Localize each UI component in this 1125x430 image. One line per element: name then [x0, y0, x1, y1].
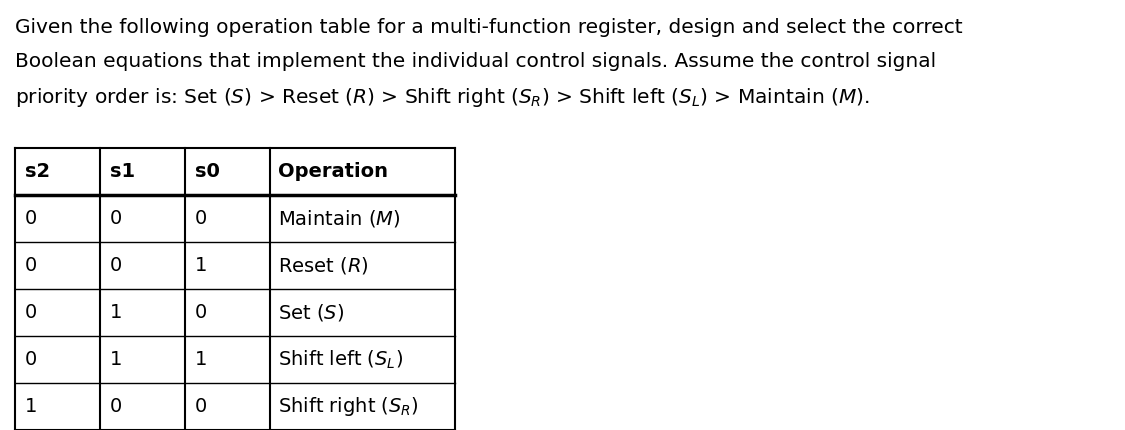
- Text: s1: s1: [110, 162, 135, 181]
- Text: 0: 0: [110, 256, 123, 275]
- Text: Shift right ($S_R$): Shift right ($S_R$): [278, 395, 418, 418]
- Text: s2: s2: [25, 162, 51, 181]
- Text: 0: 0: [25, 350, 37, 369]
- Text: Shift left ($S_L$): Shift left ($S_L$): [278, 348, 403, 371]
- Text: 0: 0: [25, 209, 37, 228]
- Text: priority order is: Set ($\mathit{S}$) > Reset ($\mathit{R}$) > Shift right ($S_R: priority order is: Set ($\mathit{S}$) > …: [15, 86, 870, 109]
- Text: 0: 0: [195, 397, 207, 416]
- Text: 1: 1: [110, 350, 123, 369]
- Text: Given the following operation table for a multi-function register, design and se: Given the following operation table for …: [15, 18, 963, 37]
- Text: Reset ($\mathit{R}$): Reset ($\mathit{R}$): [278, 255, 369, 276]
- Text: 0: 0: [195, 209, 207, 228]
- Text: Boolean equations that implement the individual control signals. Assume the cont: Boolean equations that implement the ind…: [15, 52, 936, 71]
- Text: s0: s0: [195, 162, 219, 181]
- Text: 1: 1: [110, 303, 123, 322]
- Text: 0: 0: [110, 209, 123, 228]
- Text: 0: 0: [195, 303, 207, 322]
- Text: 1: 1: [195, 350, 207, 369]
- Text: 0: 0: [110, 397, 123, 416]
- Text: Maintain ($\mathit{M}$): Maintain ($\mathit{M}$): [278, 208, 400, 229]
- Text: Operation: Operation: [278, 162, 388, 181]
- Text: 0: 0: [25, 303, 37, 322]
- Text: 1: 1: [195, 256, 207, 275]
- Text: Set ($\mathit{S}$): Set ($\mathit{S}$): [278, 302, 344, 323]
- Text: 0: 0: [25, 256, 37, 275]
- Text: 1: 1: [25, 397, 37, 416]
